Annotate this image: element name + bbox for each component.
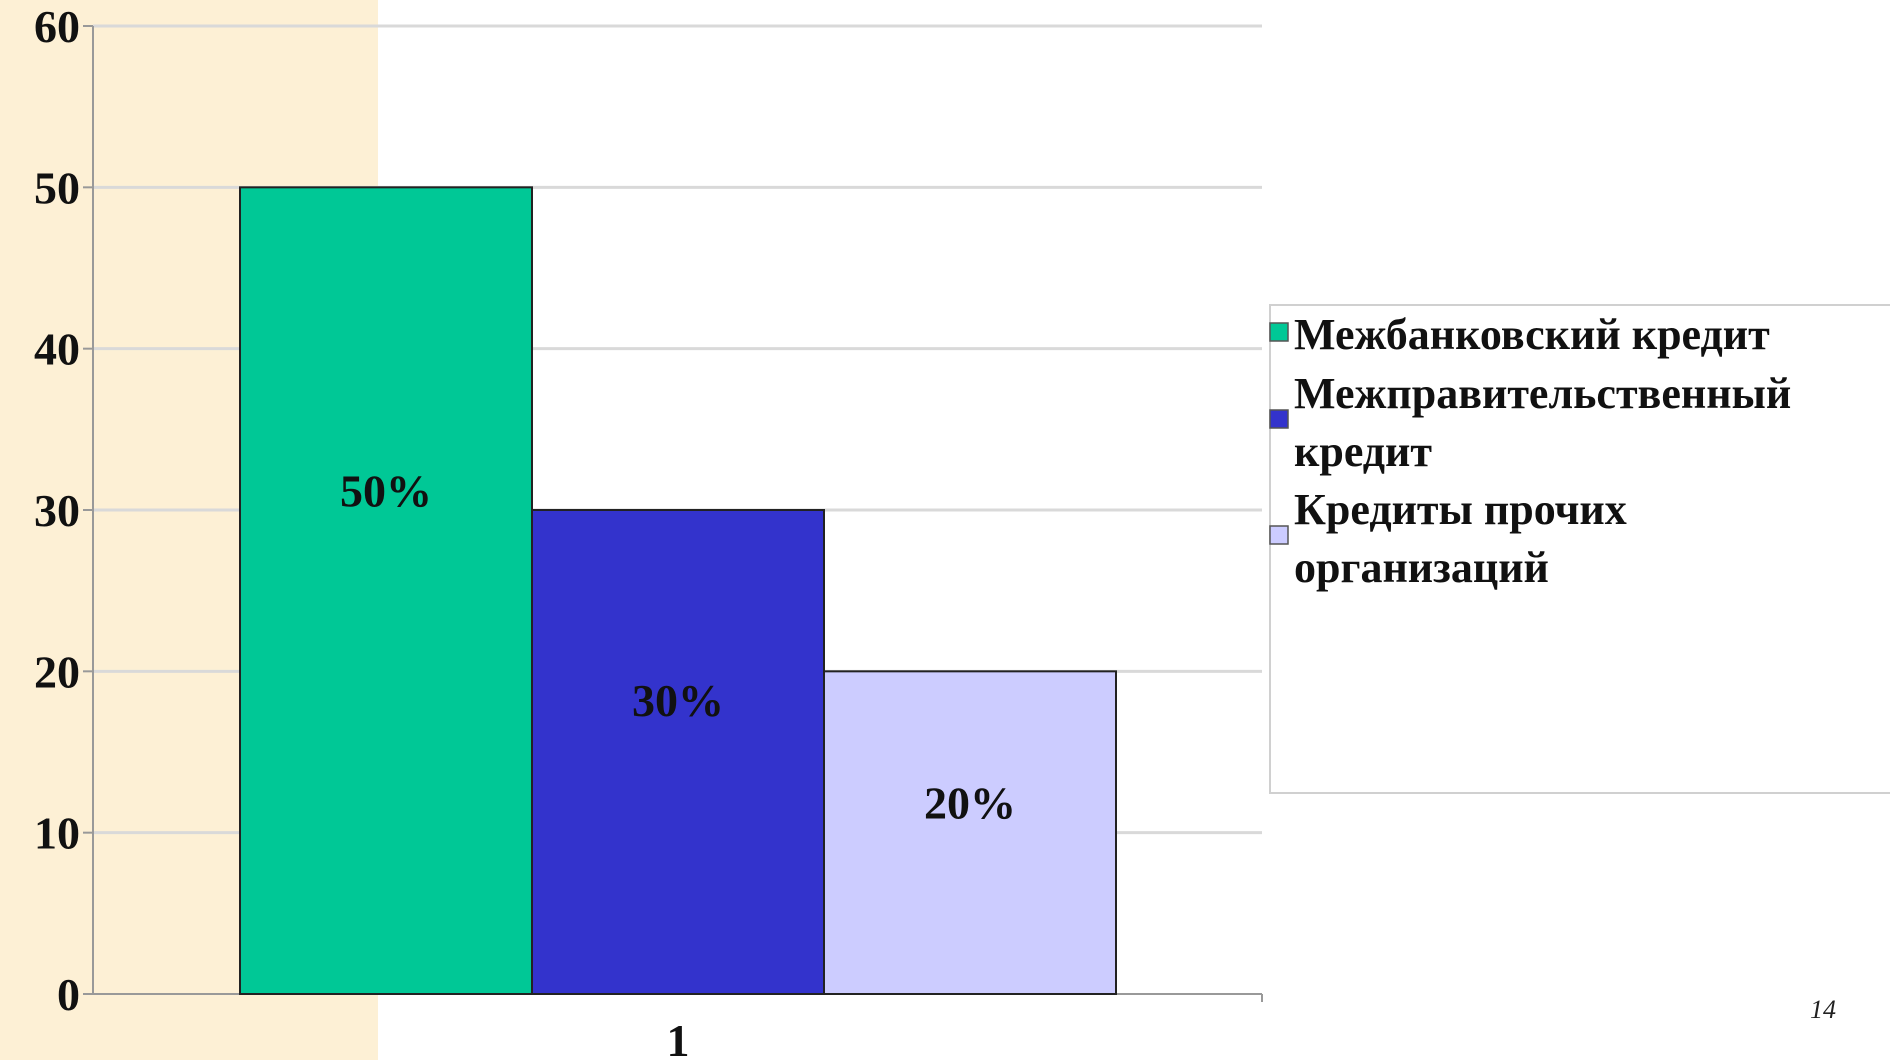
- bar: [239, 186, 533, 996]
- y-tick-label: 50: [34, 162, 80, 213]
- y-tick-label: 20: [34, 646, 80, 697]
- legend-entry-label: организаций: [1294, 543, 1549, 592]
- data-label: 30%: [632, 675, 724, 726]
- y-tick-label: 10: [34, 808, 80, 859]
- data-label: 20%: [924, 778, 1016, 829]
- legend-swatch: [1269, 322, 1289, 342]
- legend-swatch: [1269, 409, 1289, 429]
- y-tick-label: 30: [34, 485, 80, 536]
- legend-entry-label: Кредиты прочих: [1294, 485, 1627, 534]
- bars: [239, 186, 1117, 996]
- legend-entry-label: кредит: [1294, 427, 1432, 476]
- x-tick-label: 1: [667, 1015, 690, 1060]
- y-tick-label: 60: [34, 1, 80, 52]
- legend-entry-label: Межбанковский кредит: [1294, 310, 1770, 359]
- data-labels: 50% 30% 20%: [340, 466, 1016, 829]
- y-tick-label: 0: [57, 969, 80, 1020]
- legend-swatch: [1269, 525, 1289, 545]
- data-label: 50%: [340, 466, 432, 517]
- axes: 0 10 20 30 40 50 60 1: [34, 1, 1263, 1060]
- y-tick-label: 40: [34, 324, 80, 375]
- legend-entry-label: Межправительственный: [1294, 369, 1791, 418]
- legend: Межбанковский кредит Межправительственный…: [1269, 304, 1890, 794]
- bar: [823, 670, 1117, 995]
- legend-box: [1269, 304, 1890, 794]
- bar: [531, 509, 825, 995]
- page-number: 14: [1810, 995, 1836, 1024]
